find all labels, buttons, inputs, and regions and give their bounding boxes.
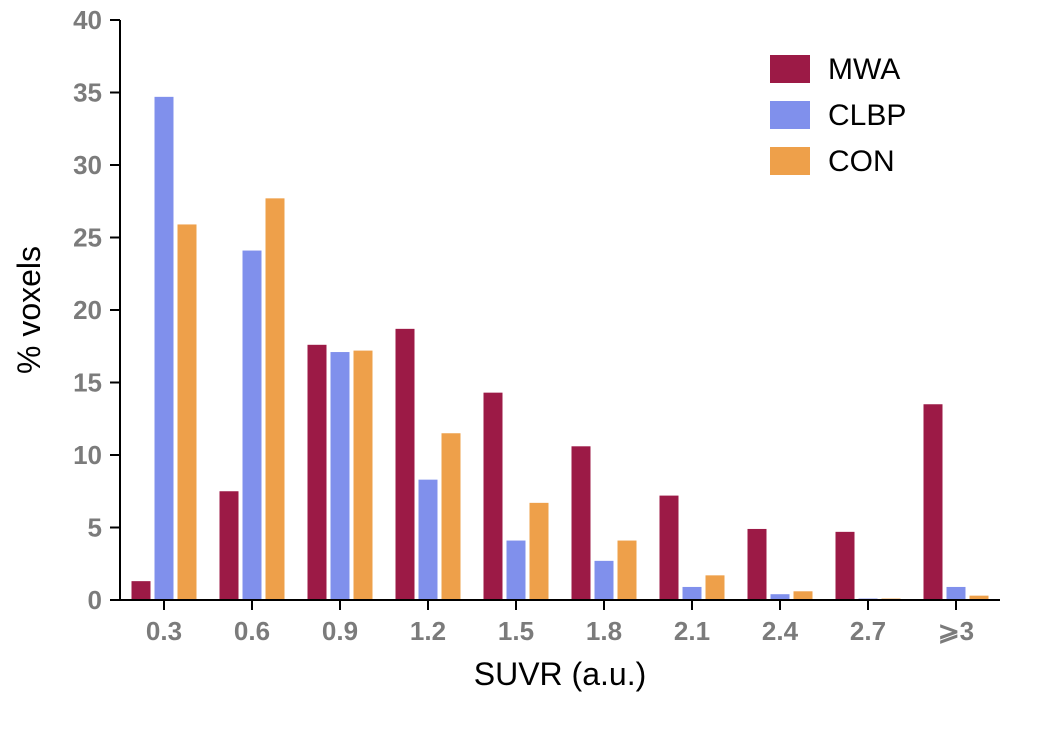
y-tick-label: 25 (73, 223, 102, 253)
bar-MWA (132, 581, 151, 600)
x-tick-label: ⩾3 (938, 616, 974, 646)
bar-CLBP (155, 97, 174, 600)
bar-MWA (220, 491, 239, 600)
legend-label-MWA: MWA (828, 53, 900, 86)
bar-CON (266, 198, 285, 600)
bar-CON (618, 541, 637, 600)
y-tick-label: 30 (73, 150, 102, 180)
x-tick-label: 1.2 (410, 616, 446, 646)
legend-swatch-CON (770, 147, 810, 175)
bar-MWA (572, 446, 591, 600)
bar-CON (442, 433, 461, 600)
bar-MWA (748, 529, 767, 600)
bar-CON (794, 591, 813, 600)
y-tick-label: 15 (73, 368, 102, 398)
bar-CLBP (595, 561, 614, 600)
x-tick-label: 0.6 (234, 616, 270, 646)
x-tick-label: 0.9 (322, 616, 358, 646)
legend-label-CLBP: CLBP (828, 99, 906, 132)
legend-swatch-MWA (770, 55, 810, 83)
legend-label-CON: CON (828, 145, 895, 178)
chart-container: 0 5 10 15 20 25 30 35 40 0.3 0.6 0.9 1.2 1.5 1.8 2.1 2.4… (0, 0, 1050, 731)
bar-CLBP (331, 352, 350, 600)
x-tick-label: 0.3 (146, 616, 182, 646)
bar-CON (530, 503, 549, 600)
y-tick-label: 20 (73, 295, 102, 325)
bar-CLBP (419, 480, 438, 600)
x-axis-title: SUVR (a.u.) (474, 656, 646, 692)
bar-MWA (660, 496, 679, 600)
x-tick-label: 2.4 (762, 616, 799, 646)
y-tick-label: 35 (73, 78, 102, 108)
x-tick-label: 2.7 (850, 616, 886, 646)
x-tick-label: 1.5 (498, 616, 534, 646)
bar-MWA (308, 345, 327, 600)
bar-MWA (836, 532, 855, 600)
x-tick-label: 2.1 (674, 616, 710, 646)
bar-CLBP (507, 541, 526, 600)
bar-MWA (484, 393, 503, 600)
y-tick-label: 0 (88, 585, 102, 615)
bar-CLBP (243, 251, 262, 600)
y-tick-label: 40 (73, 5, 102, 35)
y-tick-label: 10 (73, 440, 102, 470)
bar-CLBP (683, 587, 702, 600)
y-axis-title: % voxels (11, 246, 47, 374)
bar-MWA (396, 329, 415, 600)
bar-chart: 0 5 10 15 20 25 30 35 40 0.3 0.6 0.9 1.2 1.5 1.8 2.1 2.4… (0, 0, 1050, 731)
bar-CON (178, 224, 197, 600)
legend-swatch-CLBP (770, 101, 810, 129)
y-tick-label: 5 (88, 513, 102, 543)
x-tick-label: 1.8 (586, 616, 622, 646)
bar-CON (706, 575, 725, 600)
bar-CON (354, 351, 373, 600)
bar-CLBP (947, 587, 966, 600)
bar-MWA (924, 404, 943, 600)
